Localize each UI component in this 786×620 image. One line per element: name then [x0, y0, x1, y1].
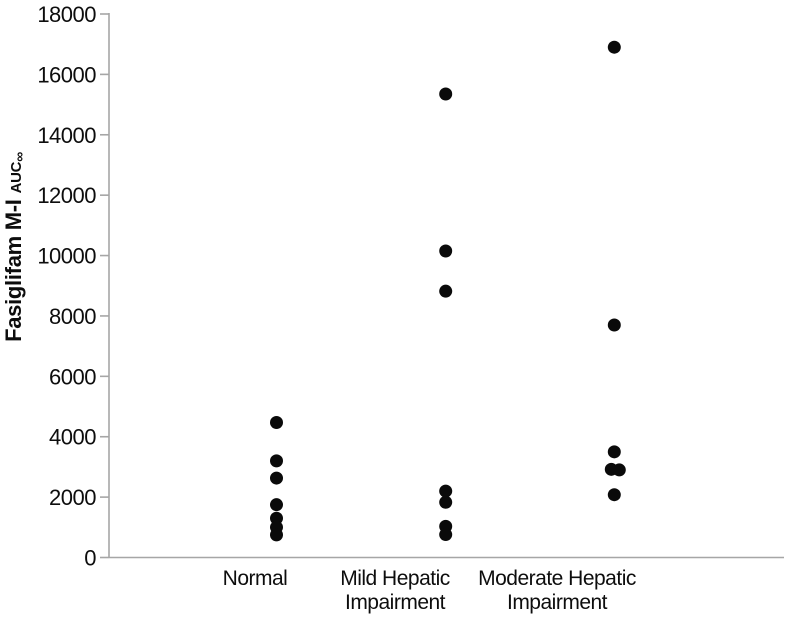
x-category-label: Mild Hepatic — [340, 567, 450, 590]
x-category-label: Impairment — [507, 591, 608, 614]
data-point — [270, 528, 283, 542]
data-point — [270, 471, 283, 485]
data-point — [607, 445, 621, 459]
y-tick-label: 4000 — [49, 425, 96, 450]
y-tick-label: 8000 — [49, 304, 96, 329]
data-point — [270, 454, 283, 468]
y-tick-label: 6000 — [49, 364, 96, 389]
x-category-label: Impairment — [345, 591, 446, 614]
data-point — [607, 40, 621, 54]
y-axis-label-infinity-subscript: ∞ — [11, 152, 27, 162]
data-point — [439, 528, 453, 542]
y-tick-label: 16000 — [37, 62, 96, 87]
data-point — [439, 87, 453, 101]
x-category-label: Normal — [223, 567, 288, 590]
y-tick-label: 12000 — [37, 183, 96, 208]
data-point — [612, 463, 626, 477]
y-tick-label: 14000 — [37, 123, 96, 148]
data-point — [607, 488, 621, 502]
data-point — [439, 484, 453, 498]
y-tick-label: 18000 — [37, 2, 96, 27]
y-tick-label: 2000 — [49, 485, 96, 510]
y-axis-label: Fasiglifam M-I AUC∞ — [1, 152, 27, 342]
data-point — [270, 416, 283, 430]
data-point — [439, 284, 453, 298]
data-point — [270, 511, 283, 525]
y-axis-label-main: Fasiglifam M-I — [1, 199, 26, 342]
data-point — [270, 498, 283, 512]
y-axis-label-auc: AUC — [8, 161, 25, 194]
data-point — [607, 318, 621, 332]
data-point — [439, 244, 453, 258]
data-point — [439, 495, 453, 509]
x-category-label: Moderate Hepatic — [478, 567, 636, 590]
y-tick-label: 0 — [84, 546, 96, 571]
y-tick-label: 10000 — [37, 244, 96, 269]
